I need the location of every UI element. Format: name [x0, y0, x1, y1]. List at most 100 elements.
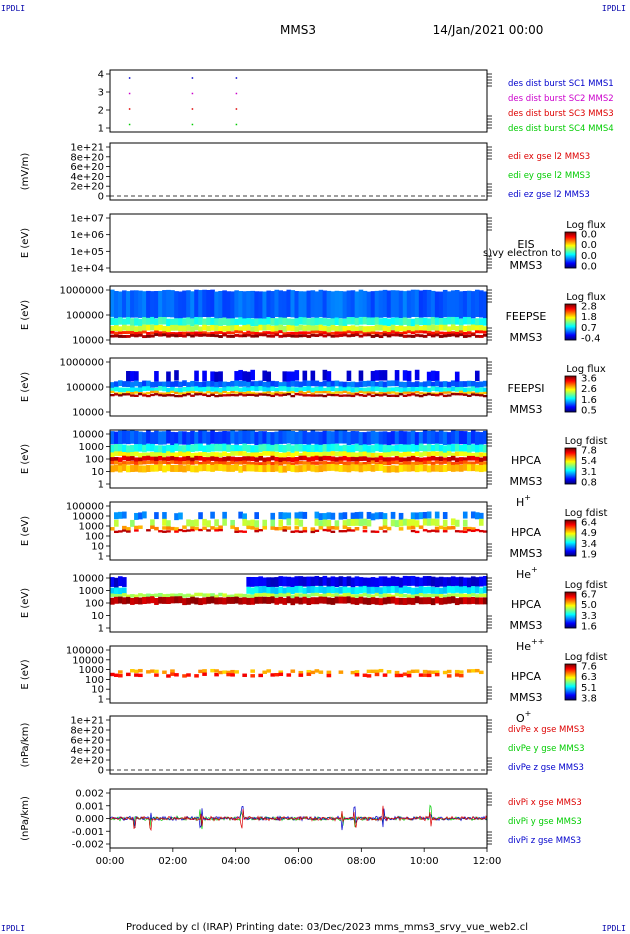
y-tick-label: 1000000 — [59, 358, 104, 369]
y-tick-label: 3 — [98, 88, 104, 99]
panel-burst-frame — [109, 69, 488, 133]
panel-hpca_hepp-data — [110, 575, 488, 606]
legend-entry: divPe z gse MMS3 — [508, 763, 584, 773]
colorbar-tick-label: 4.9 — [581, 528, 597, 539]
legend-entry: divPe x gse MMS3 — [508, 725, 585, 735]
colorbar-tick-label: 7.6 — [581, 662, 597, 673]
y-axis-label: E (eV) — [20, 659, 31, 689]
colorbar-tick-label: 3.3 — [581, 611, 597, 622]
y-tick-label: 10 — [91, 611, 104, 622]
y-axis-label: E (eV) — [20, 228, 31, 258]
y-axis-label: E (eV) — [20, 516, 31, 546]
colorbar-tick-label: 7.8 — [581, 446, 597, 457]
instrument-label: HPCA — [511, 526, 542, 539]
colorbar: 7.85.43.10.8 — [564, 446, 597, 489]
y-tick-label: 2 — [98, 106, 104, 117]
instrument-label: HPCA — [511, 670, 542, 683]
y-tick-label: 1 — [98, 480, 104, 491]
spacecraft-title: MMS3 — [280, 23, 316, 37]
species-label: O+ — [516, 709, 531, 725]
x-tick-label: 06:00 — [284, 856, 313, 867]
colorbar-tick-label: 5.0 — [581, 600, 597, 611]
y-tick-label: 1e+21 — [70, 716, 104, 727]
corner-label-bl: IPDLI — [1, 924, 26, 933]
colorbar-tick-label: 1.8 — [581, 312, 597, 323]
y-axis-label: E (eV) — [20, 372, 31, 402]
colorbar-title: Log flux — [566, 220, 606, 231]
y-tick-label: 1 — [98, 624, 104, 635]
colorbar-tick-label: 6.7 — [581, 590, 597, 601]
legend-entry: des dist burst SC2 MMS2 — [508, 94, 614, 104]
y-tick-label: 2e+20 — [70, 182, 104, 193]
y-tick-label: 1e+07 — [70, 214, 104, 225]
legend-entry: edi ez gse l2 MMS3 — [508, 190, 590, 200]
y-tick-label: 0.002 — [75, 789, 104, 800]
species-charge: + — [525, 709, 532, 718]
panel-feepsi: 1000000 100000 10000 E (eV) FEEPSI MMS3 Log fl… — [20, 357, 606, 419]
y-tick-label: 100000 — [66, 383, 104, 394]
spacecraft-label: MMS3 — [510, 619, 543, 632]
y-tick-label: 10000 — [72, 512, 104, 523]
y-tick-label: 100 — [85, 675, 104, 686]
y-tick-label: 2e+20 — [70, 756, 104, 767]
y-tick-label: 1e+05 — [70, 247, 104, 258]
overlay-text: s)vy electron to — [483, 248, 561, 259]
colorbar-tick-label: 0.7 — [581, 323, 597, 334]
y-tick-label: 100000 — [66, 646, 104, 657]
panel-feepse: 1000000 100000 10000 E (eV) FEEPSE MMS3 Log fl… — [20, 285, 606, 347]
instrument-label: FEEPSE — [506, 310, 547, 323]
colorbar: 3.62.61.60.5 — [564, 374, 597, 417]
y-tick-label: 4 — [98, 70, 104, 81]
spacecraft-label: MMS3 — [510, 403, 543, 416]
spacecraft-label: MMS3 — [510, 547, 543, 560]
legend-entry: edi ey gse l2 MMS3 — [508, 171, 590, 181]
panel-hpca_h-data — [110, 430, 488, 473]
y-tick-label: 1 — [98, 552, 104, 563]
panel-hpca_o-data — [110, 668, 484, 678]
y-tick-label: 0.001 — [75, 801, 104, 812]
colorbar-tick-label: 0.0 — [581, 240, 597, 251]
panel-burst: 4 3 2 1 des dist burst SC1 MMS1 des dist burs… — [98, 69, 614, 135]
y-tick-label: 10000 — [72, 336, 104, 347]
corner-label-tr: IPDLI — [601, 4, 626, 13]
colorbar: 2.81.80.7-0.4 — [564, 302, 601, 345]
spacecraft-label: MMS3 — [510, 259, 543, 272]
legend-entry: edi ex gse l2 MMS3 — [508, 152, 590, 162]
species-charge: + — [531, 565, 538, 574]
colorbar-tick-label: 3.8 — [581, 694, 597, 705]
y-axis-label: E (eV) — [20, 588, 31, 618]
panel-feepsi-data — [110, 369, 488, 398]
y-tick-label: 6e+20 — [70, 162, 104, 173]
footer-text: Produced by cl (IRAP) Printing date: 03/… — [126, 922, 528, 933]
legend-entry: des dist burst SC4 MMS4 — [508, 124, 614, 134]
species-label: He+ — [516, 565, 538, 581]
x-tick-label: 02:00 — [158, 856, 187, 867]
panel-hpca_o-frame — [109, 645, 488, 704]
colorbar-tick-label: 3.6 — [581, 374, 597, 385]
y-axis-label: (mV/m) — [20, 153, 31, 191]
y-tick-label: 100 — [85, 599, 104, 610]
y-tick-label: 10 — [91, 542, 104, 553]
x-tick-label: 08:00 — [347, 856, 376, 867]
y-tick-label: 0 — [98, 192, 104, 203]
colorbar: 6.75.03.31.6 — [564, 590, 597, 633]
colorbar-title: Log fdist — [565, 580, 608, 591]
y-tick-label: 10000 — [72, 430, 104, 441]
colorbar-tick-label: 3.4 — [581, 539, 597, 550]
panel-burst-data — [128, 77, 238, 126]
colorbar-title: Log flux — [566, 364, 606, 375]
panel-feepse-data — [110, 289, 488, 339]
colorbar-title: Log fdist — [565, 436, 608, 447]
x-tick-label: 04:00 — [221, 856, 250, 867]
legend-entry: divPe y gse MMS3 — [508, 744, 585, 754]
colorbar-tick-label: 6.4 — [581, 518, 597, 529]
colorbar-tick-label: 5.1 — [581, 683, 597, 694]
panel-eis-frame — [109, 213, 488, 273]
colorbar: 7.66.35.13.8 — [564, 662, 597, 705]
panel-divpe-frame — [109, 715, 488, 775]
panel-edi-frame — [109, 142, 488, 201]
colorbar-tick-label: 6.3 — [581, 672, 597, 683]
